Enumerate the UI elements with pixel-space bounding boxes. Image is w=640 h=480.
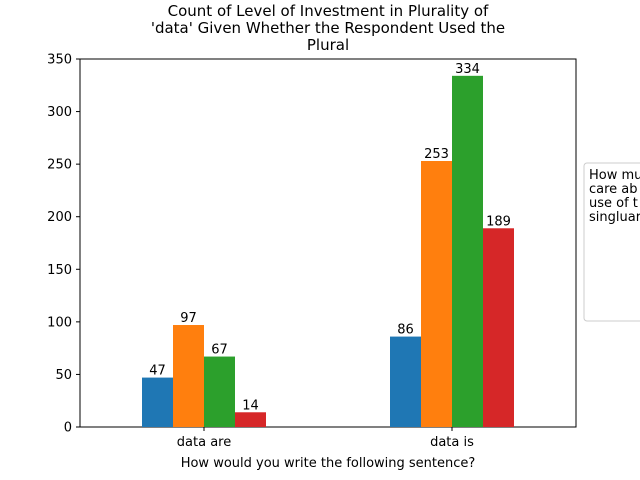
bar-value-label: 97: [180, 311, 197, 326]
bar: [142, 377, 173, 427]
y-tick-label: 0: [64, 421, 72, 436]
bar-value-label: 86: [397, 323, 414, 338]
chart-title-line: Plural: [307, 36, 349, 54]
bar-value-label: 14: [242, 398, 259, 413]
legend-title-line: How mu: [589, 168, 640, 183]
bar-value-label: 253: [424, 147, 449, 162]
bar: [173, 325, 204, 427]
legend-title-line: care ab: [589, 182, 638, 197]
y-tick-label: 100: [47, 315, 72, 330]
legend-title-line: use of t: [589, 196, 638, 211]
x-axis: data are data is: [177, 427, 474, 450]
chart-title-line: 'data' Given Whether the Respondent Used…: [151, 19, 505, 37]
bar-value-label: 189: [486, 214, 511, 229]
bar: [483, 228, 514, 427]
bar: [421, 160, 452, 427]
bar-value-label: 67: [211, 343, 228, 358]
y-tick-label: 200: [47, 210, 72, 225]
legend-box: [583, 162, 640, 322]
chart-title: Count of Level of Investment in Pluralit…: [151, 2, 505, 54]
bar: [204, 356, 235, 427]
data-labels: 47 97 67 14 86 253 334 189: [149, 62, 511, 413]
y-tick-label: 150: [47, 263, 72, 278]
y-tick-label: 350: [47, 53, 72, 68]
x-tick-label: data are: [177, 435, 231, 450]
bars: [142, 75, 514, 427]
bar: [452, 75, 483, 427]
legend-title-line: singluar: [589, 210, 640, 225]
bar-value-label: 47: [149, 364, 166, 379]
bar-value-label: 334: [455, 62, 480, 77]
y-tick-label: 250: [47, 158, 72, 173]
bar: [235, 412, 266, 427]
x-axis-label: How would you write the following senten…: [181, 456, 476, 471]
bar: [390, 336, 421, 427]
y-tick-label: 50: [55, 368, 72, 383]
x-tick-label: data is: [430, 435, 474, 450]
y-axis: 0 50 100 150 200 250 300 350: [47, 53, 80, 436]
y-tick-label: 300: [47, 105, 72, 120]
chart-title-line: Count of Level of Investment in Pluralit…: [168, 2, 489, 20]
